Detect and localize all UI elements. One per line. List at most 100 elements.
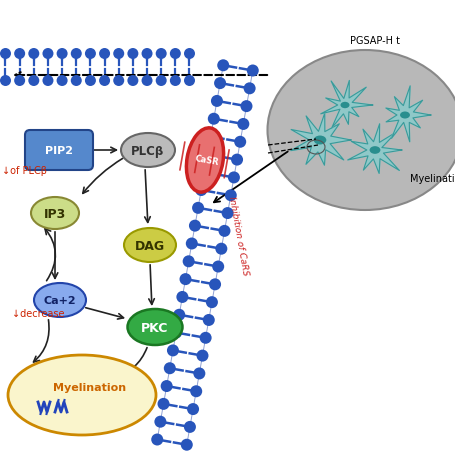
Circle shape [127, 49, 138, 60]
Circle shape [201, 149, 213, 161]
Circle shape [157, 398, 169, 410]
Circle shape [182, 256, 194, 268]
Ellipse shape [127, 309, 182, 345]
Ellipse shape [124, 228, 176, 263]
Circle shape [71, 49, 81, 60]
Ellipse shape [186, 129, 223, 193]
Circle shape [28, 49, 39, 60]
Text: IP3: IP3 [44, 207, 66, 220]
Circle shape [234, 136, 246, 148]
Circle shape [224, 190, 236, 202]
Ellipse shape [313, 136, 326, 145]
Ellipse shape [34, 283, 86, 317]
Circle shape [169, 49, 181, 60]
Text: Myelinating S: Myelinating S [409, 174, 455, 184]
Circle shape [188, 220, 201, 232]
Text: DAG: DAG [135, 239, 165, 252]
Circle shape [42, 49, 53, 60]
Circle shape [0, 49, 11, 60]
Polygon shape [347, 125, 401, 174]
Circle shape [184, 76, 195, 87]
Text: ↓decrease: ↓decrease [12, 308, 64, 318]
Circle shape [14, 49, 25, 60]
Circle shape [180, 439, 192, 451]
Circle shape [199, 332, 211, 344]
Circle shape [218, 225, 230, 238]
Polygon shape [290, 114, 350, 166]
Ellipse shape [340, 102, 349, 109]
Circle shape [141, 49, 152, 60]
Circle shape [215, 243, 227, 255]
Circle shape [208, 279, 221, 291]
Text: PLCβ: PLCβ [131, 144, 164, 157]
Circle shape [198, 167, 210, 179]
Text: Ca+2: Ca+2 [44, 295, 76, 305]
Circle shape [14, 76, 25, 87]
Circle shape [228, 172, 239, 184]
Circle shape [56, 76, 67, 87]
Ellipse shape [31, 197, 79, 229]
Text: Inhibition of CaRS: Inhibition of CaRS [226, 195, 249, 276]
Circle shape [211, 96, 222, 108]
Circle shape [202, 314, 214, 326]
Circle shape [155, 49, 167, 60]
Text: PIP2: PIP2 [45, 146, 73, 156]
Circle shape [71, 76, 81, 87]
Circle shape [85, 49, 96, 60]
Circle shape [246, 66, 258, 77]
Circle shape [204, 131, 216, 143]
Circle shape [85, 76, 96, 87]
Circle shape [176, 291, 188, 303]
Circle shape [184, 49, 195, 60]
Circle shape [237, 119, 249, 131]
Polygon shape [385, 86, 430, 142]
Circle shape [0, 76, 11, 87]
Circle shape [185, 238, 197, 250]
Ellipse shape [121, 134, 175, 167]
Circle shape [151, 434, 163, 445]
Circle shape [154, 416, 166, 428]
Circle shape [207, 113, 219, 126]
Circle shape [195, 185, 207, 197]
FancyBboxPatch shape [25, 131, 93, 171]
Circle shape [169, 76, 181, 87]
Text: Myelination: Myelination [53, 382, 126, 392]
Circle shape [192, 202, 204, 214]
Ellipse shape [267, 51, 455, 211]
Text: PKC: PKC [141, 321, 168, 334]
Circle shape [231, 154, 243, 166]
Circle shape [206, 297, 217, 308]
Circle shape [56, 49, 67, 60]
Circle shape [183, 421, 196, 433]
Circle shape [196, 350, 208, 362]
Circle shape [212, 261, 224, 273]
Circle shape [160, 380, 172, 392]
Circle shape [187, 403, 199, 415]
Circle shape [163, 363, 176, 374]
Text: PGSAP-H t: PGSAP-H t [349, 36, 399, 46]
Ellipse shape [8, 355, 156, 435]
Circle shape [217, 60, 229, 72]
Circle shape [127, 76, 138, 87]
Circle shape [99, 49, 110, 60]
Circle shape [170, 327, 182, 339]
Circle shape [113, 76, 124, 87]
Circle shape [213, 78, 226, 90]
Circle shape [190, 385, 202, 397]
Circle shape [221, 207, 233, 220]
Circle shape [141, 76, 152, 87]
Circle shape [155, 76, 167, 87]
Circle shape [99, 76, 110, 87]
Circle shape [113, 49, 124, 60]
Ellipse shape [399, 112, 409, 119]
Text: CaSR: CaSR [194, 154, 219, 167]
Circle shape [193, 368, 205, 379]
Circle shape [28, 76, 39, 87]
Text: ↓of PLCβ: ↓of PLCβ [2, 166, 47, 176]
Polygon shape [320, 81, 372, 129]
Circle shape [173, 309, 185, 321]
Circle shape [240, 101, 252, 113]
Circle shape [179, 273, 191, 285]
Ellipse shape [369, 147, 379, 155]
Circle shape [167, 344, 178, 357]
